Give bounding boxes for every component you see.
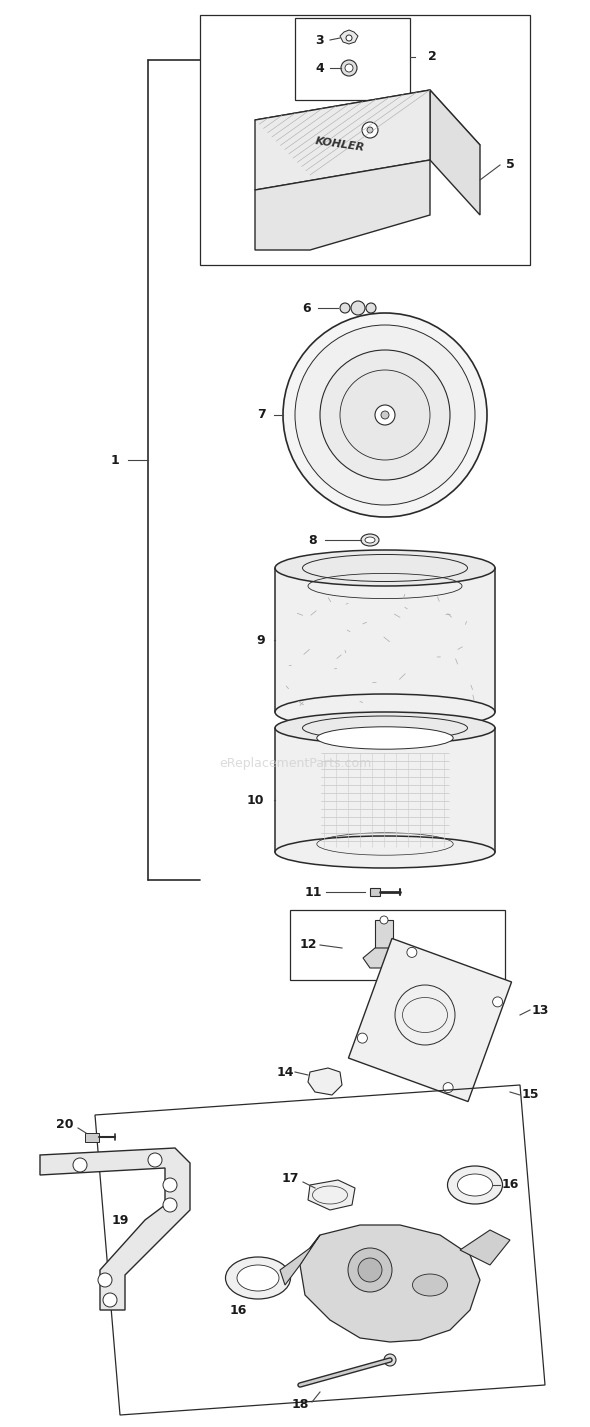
Ellipse shape xyxy=(361,534,379,547)
Text: 9: 9 xyxy=(257,634,266,646)
Text: 18: 18 xyxy=(291,1398,309,1411)
Ellipse shape xyxy=(412,1274,447,1296)
Text: 13: 13 xyxy=(532,1003,549,1016)
Text: 11: 11 xyxy=(304,886,322,899)
Circle shape xyxy=(345,64,353,71)
Polygon shape xyxy=(308,1067,342,1095)
Bar xyxy=(200,16,530,265)
Polygon shape xyxy=(340,30,358,44)
Polygon shape xyxy=(349,939,512,1102)
Circle shape xyxy=(103,1293,117,1307)
Circle shape xyxy=(341,60,357,76)
Polygon shape xyxy=(300,1224,480,1341)
Text: 19: 19 xyxy=(112,1213,129,1226)
Ellipse shape xyxy=(317,726,453,749)
Circle shape xyxy=(348,1249,392,1291)
Circle shape xyxy=(320,350,450,479)
Text: 1: 1 xyxy=(111,454,119,467)
Text: 16: 16 xyxy=(230,1303,247,1317)
Text: 8: 8 xyxy=(309,534,317,547)
Circle shape xyxy=(358,1033,368,1043)
Circle shape xyxy=(163,1199,177,1212)
Bar xyxy=(275,568,495,712)
Polygon shape xyxy=(255,160,430,250)
Polygon shape xyxy=(460,1230,510,1264)
Ellipse shape xyxy=(237,1264,279,1291)
Circle shape xyxy=(493,997,503,1007)
Text: 17: 17 xyxy=(281,1172,299,1184)
Circle shape xyxy=(381,411,389,420)
Ellipse shape xyxy=(225,1257,290,1299)
Circle shape xyxy=(366,303,376,313)
Polygon shape xyxy=(40,1147,190,1310)
Polygon shape xyxy=(255,90,480,176)
Text: 3: 3 xyxy=(316,33,325,47)
Text: 6: 6 xyxy=(303,301,312,314)
Text: 7: 7 xyxy=(258,408,266,421)
Ellipse shape xyxy=(365,537,375,544)
Circle shape xyxy=(346,36,352,41)
Bar xyxy=(295,19,410,100)
Circle shape xyxy=(407,948,417,958)
Text: 2: 2 xyxy=(428,50,437,63)
Circle shape xyxy=(443,1083,453,1093)
Text: eReplacementParts.com: eReplacementParts.com xyxy=(219,756,371,771)
Text: 12: 12 xyxy=(299,939,317,952)
Polygon shape xyxy=(363,948,400,968)
Text: 15: 15 xyxy=(521,1089,539,1102)
Circle shape xyxy=(98,1273,112,1287)
Circle shape xyxy=(351,301,365,315)
Polygon shape xyxy=(255,90,430,190)
Circle shape xyxy=(362,121,378,138)
Circle shape xyxy=(380,916,388,925)
Circle shape xyxy=(340,370,430,459)
Bar xyxy=(275,728,495,852)
Ellipse shape xyxy=(275,836,495,868)
Polygon shape xyxy=(430,90,480,215)
Circle shape xyxy=(163,1179,177,1192)
Bar xyxy=(290,910,505,980)
Bar xyxy=(85,1133,99,1142)
Text: 16: 16 xyxy=(502,1179,519,1192)
Circle shape xyxy=(73,1157,87,1172)
Ellipse shape xyxy=(275,549,495,586)
Text: 10: 10 xyxy=(246,793,264,806)
Ellipse shape xyxy=(275,694,495,731)
Ellipse shape xyxy=(447,1166,503,1204)
Ellipse shape xyxy=(275,712,495,743)
Circle shape xyxy=(340,303,350,313)
Bar xyxy=(375,920,393,948)
Circle shape xyxy=(283,313,487,517)
Ellipse shape xyxy=(457,1174,493,1196)
Circle shape xyxy=(148,1153,162,1167)
Circle shape xyxy=(367,127,373,133)
Circle shape xyxy=(295,325,475,505)
Text: 14: 14 xyxy=(276,1066,294,1079)
Bar xyxy=(370,888,380,896)
Text: 20: 20 xyxy=(56,1119,74,1132)
Text: KOHLER: KOHLER xyxy=(314,137,365,154)
Polygon shape xyxy=(280,1234,320,1284)
Text: 4: 4 xyxy=(316,61,325,74)
Circle shape xyxy=(375,405,395,425)
Text: 5: 5 xyxy=(506,158,514,171)
Circle shape xyxy=(384,1354,396,1366)
Polygon shape xyxy=(308,1180,355,1210)
Circle shape xyxy=(358,1259,382,1281)
